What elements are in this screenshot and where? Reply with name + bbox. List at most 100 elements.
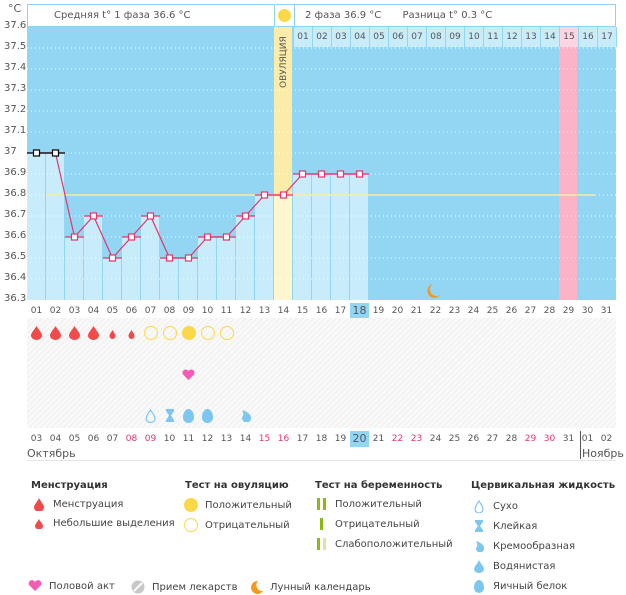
temperature-point: [241, 212, 250, 220]
phase2-day: 17: [598, 27, 617, 47]
phase2-day: 12: [503, 27, 522, 47]
temperature-bar: [27, 153, 45, 300]
phase2-day: 07: [408, 27, 427, 47]
ovulation-sun-icon: [276, 4, 294, 27]
x-tick-label: 02: [49, 306, 62, 316]
blood-drop-icon: [31, 498, 47, 511]
menstruation-icon: [65, 326, 84, 340]
ovulation-test-positive-icon: [179, 326, 198, 340]
small-blood-drop-icon: [31, 518, 47, 529]
calendar-date[interactable]: 29: [524, 434, 537, 444]
legend-fluid-sticky: Клейкая: [471, 520, 537, 532]
calendar-date[interactable]: 15: [258, 434, 271, 444]
calendar-date[interactable]: 27: [486, 434, 499, 444]
temperature-point: [51, 149, 60, 157]
spotting-icon: [103, 326, 122, 340]
month-november: Ноябрь: [582, 447, 624, 460]
x-tick-label: 18: [350, 303, 369, 319]
x-tick-label: 15: [296, 306, 309, 316]
calendar-date[interactable]: 23: [410, 434, 423, 444]
calendar-date[interactable]: 07: [106, 434, 119, 444]
temperature-bar: [65, 237, 83, 300]
calendar-date[interactable]: 22: [391, 434, 404, 444]
calendar-date[interactable]: 16: [277, 434, 290, 444]
two-bars-icon: [313, 498, 329, 510]
temperature-bar: [84, 216, 102, 300]
calendar-date[interactable]: 04: [49, 434, 62, 444]
egg-icon: [179, 409, 198, 423]
legend-menstruation: Менструация: [31, 498, 123, 511]
y-tick-label: 37.6: [4, 20, 27, 31]
temperature-point: [336, 170, 345, 178]
calendar-date[interactable]: 11: [182, 434, 195, 444]
temperature-point: [279, 191, 288, 199]
calendar-date[interactable]: 20: [350, 431, 369, 447]
calendar-date[interactable]: 02: [600, 434, 613, 444]
calendar-date[interactable]: 17: [296, 434, 309, 444]
month-divider: [580, 431, 581, 459]
temperature-difference: Разница t° 0.3 °С: [402, 10, 493, 21]
temperature-bar: [217, 237, 235, 300]
temperature-point: [203, 233, 212, 241]
calendar-date[interactable]: 24: [429, 434, 442, 444]
legend-preg-negative: Отрицательный: [313, 518, 420, 530]
calendar-date[interactable]: 19: [334, 434, 347, 444]
legend-preg-faint: Слабоположительный: [313, 538, 453, 550]
temperature-point: [165, 254, 174, 262]
calendar-date[interactable]: 05: [68, 434, 81, 444]
temperature-bar: [255, 195, 273, 300]
phase2-day: 13: [522, 27, 541, 47]
calendar-date[interactable]: 21: [372, 434, 385, 444]
calendar-date[interactable]: 06: [87, 434, 100, 444]
calendar-date[interactable]: 12: [201, 434, 214, 444]
calendar-date[interactable]: 03: [30, 434, 43, 444]
calendar-date[interactable]: 14: [239, 434, 252, 444]
calendar-date[interactable]: 08: [125, 434, 138, 444]
phase2-day: 15: [560, 27, 579, 47]
calendar-date[interactable]: 09: [144, 434, 157, 444]
dry-drop-icon: [141, 409, 160, 423]
temperature-point: [89, 212, 98, 220]
water-drop-icon: [471, 560, 487, 573]
y-tick-label: 37.3: [4, 83, 27, 94]
calendar-date[interactable]: 28: [505, 434, 518, 444]
ovulation-test-negative-icon: [141, 326, 160, 340]
spotting-icon: [122, 326, 141, 340]
x-tick-label: 23: [448, 306, 461, 316]
ovulation-test-negative-icon: [160, 326, 179, 340]
y-tick-label: 36.7: [4, 209, 27, 220]
phase2-day: 06: [389, 27, 408, 47]
legend-fluid-dry: Сухо: [471, 500, 518, 513]
temperature-point: [222, 233, 231, 241]
phase2-day: 04: [351, 27, 370, 47]
calendar-date[interactable]: 25: [448, 434, 461, 444]
calendar-date[interactable]: 01: [581, 434, 594, 444]
phase2-summary: 2 фаза 36.9 °С Разница t° 0.3 °С: [294, 4, 616, 27]
calendar-date[interactable]: 18: [315, 434, 328, 444]
calendar-date[interactable]: 13: [220, 434, 233, 444]
calendar-date[interactable]: 31: [562, 434, 575, 444]
temperature-point: [127, 233, 136, 241]
x-tick-label: 12: [239, 306, 252, 316]
x-tick-label: 26: [505, 306, 518, 316]
heart-icon: [179, 369, 198, 381]
temperature-chart: [27, 27, 616, 300]
y-tick-label: 36.9: [4, 167, 27, 178]
legend-pregnancy-test-title: Тест на беременность: [315, 480, 443, 491]
calendar-events-grid: [27, 318, 616, 428]
moon-icon: [427, 284, 440, 298]
ovulation-test-negative-icon: [198, 326, 217, 340]
phase2-day: 14: [541, 27, 560, 47]
temperature-point: [70, 233, 79, 241]
phase1-summary: Средняя t° 1 фаза 36.6 °С: [27, 4, 275, 27]
temperature-line-segment: [92, 215, 114, 259]
temperature-line-segment: [54, 152, 76, 238]
calendar-date[interactable]: 30: [543, 434, 556, 444]
temperature-bar: [198, 237, 216, 300]
calendar-date[interactable]: 26: [467, 434, 480, 444]
filled-circle-icon: [183, 498, 199, 512]
x-tick-label: 16: [315, 306, 328, 316]
phase1-average: Средняя t° 1 фаза 36.6 °С: [54, 10, 191, 21]
y-tick-label: 36.3: [4, 293, 27, 304]
calendar-date[interactable]: 10: [163, 434, 176, 444]
